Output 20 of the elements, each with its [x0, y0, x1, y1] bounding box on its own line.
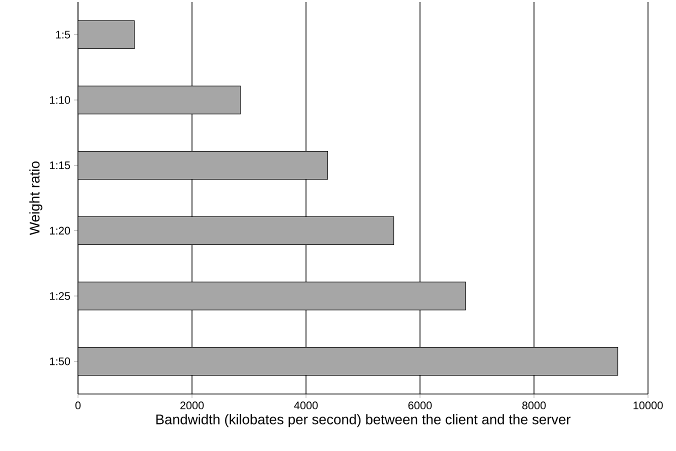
y-tick-label: 1:25	[50, 292, 70, 300]
x-tick-label: 0	[75, 402, 81, 410]
x-tick-label: 2000	[180, 402, 204, 410]
y-tick-label: 1:15	[50, 162, 70, 170]
bar	[78, 216, 394, 245]
y-tick-label: 1:10	[50, 96, 70, 104]
x-tick-label: 10000	[634, 402, 663, 410]
y-tick-label: 1:50	[50, 357, 70, 366]
bar	[78, 282, 466, 310]
bar	[78, 86, 241, 114]
x-tick-label: 4000	[294, 402, 318, 410]
y-tick-label: 1:5	[56, 30, 70, 38]
x-tick-label: 6000	[408, 402, 432, 410]
y-axis-title: Weight ratio	[29, 162, 42, 236]
bar	[78, 20, 135, 49]
bar	[78, 347, 618, 376]
y-tick-label: 1:20	[50, 226, 70, 235]
x-tick-label: 8000	[522, 402, 546, 410]
bar	[78, 151, 328, 180]
x-axis-title: Bandwidth (kilobates per second) between the client and the server	[156, 414, 570, 428]
